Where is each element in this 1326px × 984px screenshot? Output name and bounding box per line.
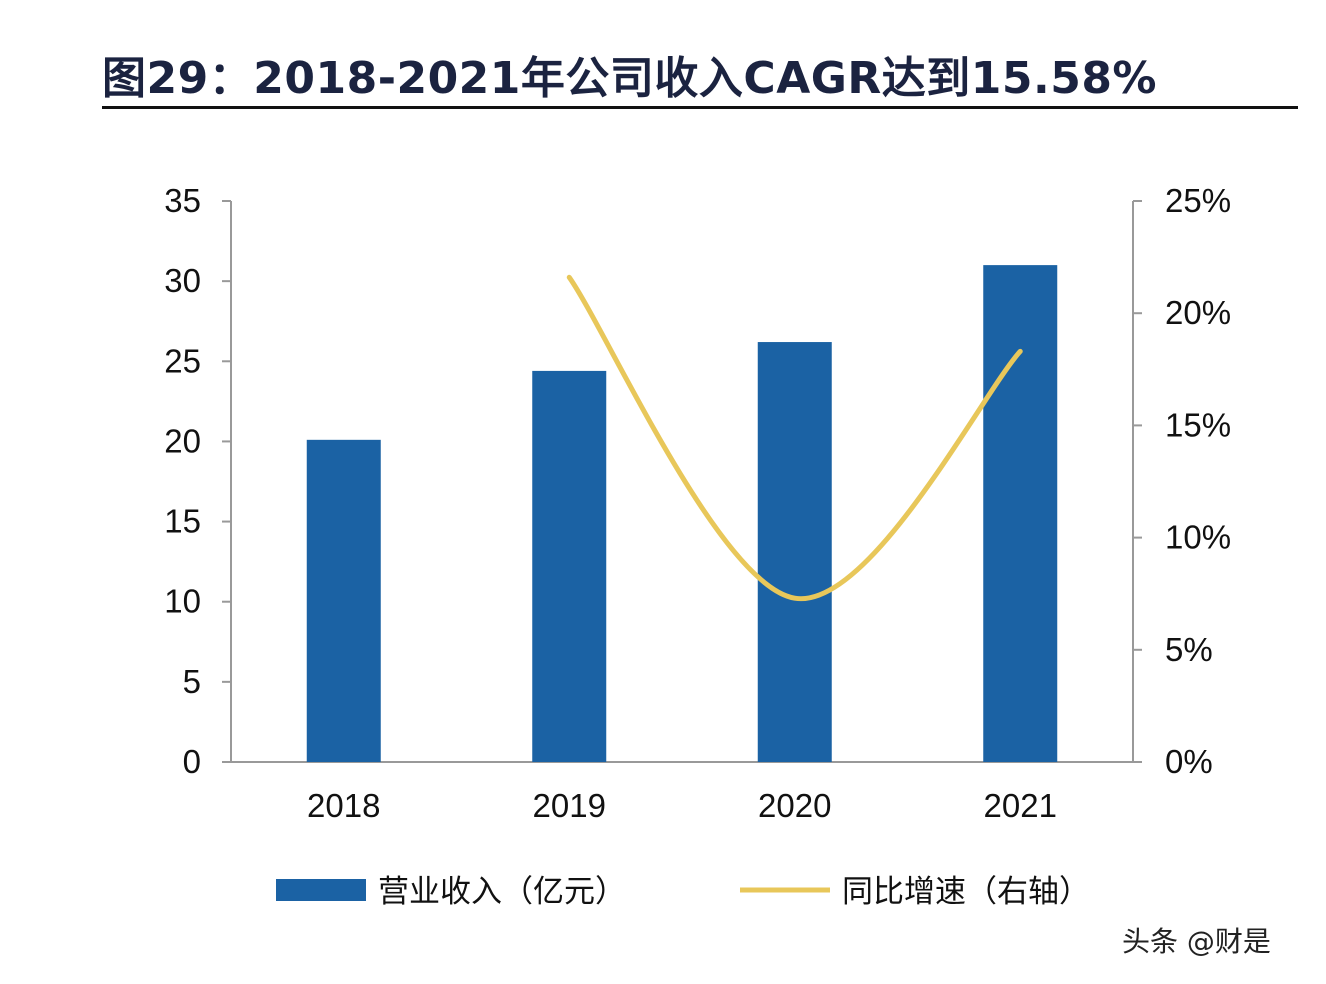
left-tick-label: 5	[183, 663, 201, 700]
right-tick-label: 25%	[1165, 182, 1231, 219]
right-tick-label: 0%	[1165, 743, 1213, 780]
bar-2018	[306, 439, 381, 762]
bar-2021	[983, 265, 1058, 762]
left-tick-label: 0	[183, 743, 201, 780]
legend: 营业收入（亿元） 同比增速（右轴）	[276, 874, 1090, 910]
left-tick-label: 15	[164, 503, 201, 540]
x-tick-label: 2018	[307, 787, 380, 824]
legend-swatch-revenue	[276, 879, 366, 901]
right-tick-label: 15%	[1165, 406, 1231, 443]
x-tick-label: 2021	[984, 787, 1057, 824]
right-tick-label: 5%	[1165, 631, 1213, 668]
right-axis-ticks: 0% 5% 10% 15% 20% 25%	[1133, 182, 1231, 780]
legend-label-growth: 同比增速（右轴）	[842, 874, 1090, 910]
left-axis-ticks: 0 5 10 15 20 25 30 35	[164, 182, 231, 780]
figure-title: 图29：2018-2021年公司收入CAGR达到15.58%	[102, 53, 1158, 104]
x-axis-labels: 2018 2019 2020 2021	[307, 787, 1057, 824]
left-tick-label: 10	[164, 583, 201, 620]
bar-series	[306, 265, 1058, 762]
growth-line	[566, 274, 1023, 601]
bar-2020	[757, 342, 832, 762]
left-tick-label: 35	[164, 182, 201, 219]
right-tick-label: 20%	[1165, 294, 1231, 331]
right-tick-label: 10%	[1165, 519, 1231, 556]
title-rule	[102, 106, 1298, 109]
x-tick-label: 2020	[758, 787, 831, 824]
x-tick-label: 2019	[533, 787, 606, 824]
bar-2019	[532, 370, 607, 762]
left-tick-label: 20	[164, 422, 201, 459]
left-tick-label: 25	[164, 342, 201, 379]
legend-label-revenue: 营业收入（亿元）	[378, 874, 626, 910]
watermark: 头条 @财是	[1122, 925, 1271, 958]
left-tick-label: 30	[164, 262, 201, 299]
